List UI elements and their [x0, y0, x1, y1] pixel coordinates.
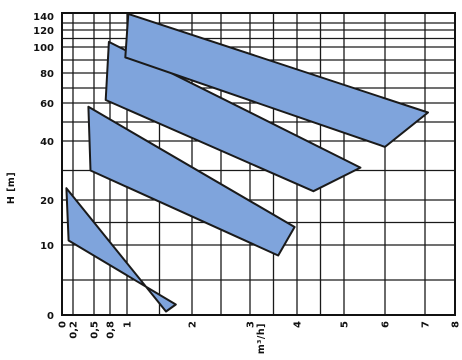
- x-tick-label: 0: [58, 321, 69, 328]
- x-tick-label: 2: [188, 321, 199, 328]
- x-tick-label: 4: [293, 321, 304, 328]
- x-tick-label: 0,2: [69, 321, 80, 339]
- y-tick-label: 40: [40, 137, 54, 148]
- operating-region-1: [65, 187, 177, 313]
- y-axis-label: H [m]: [6, 172, 17, 204]
- x-tick-label: 0,8: [106, 321, 117, 339]
- x-tick-label: 8: [451, 321, 462, 328]
- y-tick-label: 120: [33, 26, 54, 37]
- x-tick-label: 1: [123, 321, 134, 328]
- y-tick-label: 100: [33, 43, 54, 54]
- y-tick-label: 0: [47, 311, 54, 322]
- plot-frame: [61, 12, 456, 316]
- operating-region-2: [87, 105, 296, 257]
- y-tick-label: 140: [33, 12, 54, 23]
- x-axis-label: Q [m³/h]: [256, 323, 267, 355]
- y-tick-label: 60: [40, 99, 54, 110]
- y-tick-label: 80: [40, 69, 54, 80]
- x-tick-label: 0,5: [90, 321, 101, 339]
- operating-regions: [65, 12, 429, 313]
- x-tick-label: 7: [421, 321, 432, 328]
- y-tick-label: 20: [40, 196, 54, 207]
- x-tick-label: 3: [246, 321, 257, 328]
- operating-region-3: [104, 40, 362, 193]
- x-tick-label: 5: [340, 321, 351, 328]
- x-tick-label: 6: [381, 321, 392, 328]
- operating-region-4: [124, 12, 429, 148]
- y-tick-label: 10: [40, 241, 54, 252]
